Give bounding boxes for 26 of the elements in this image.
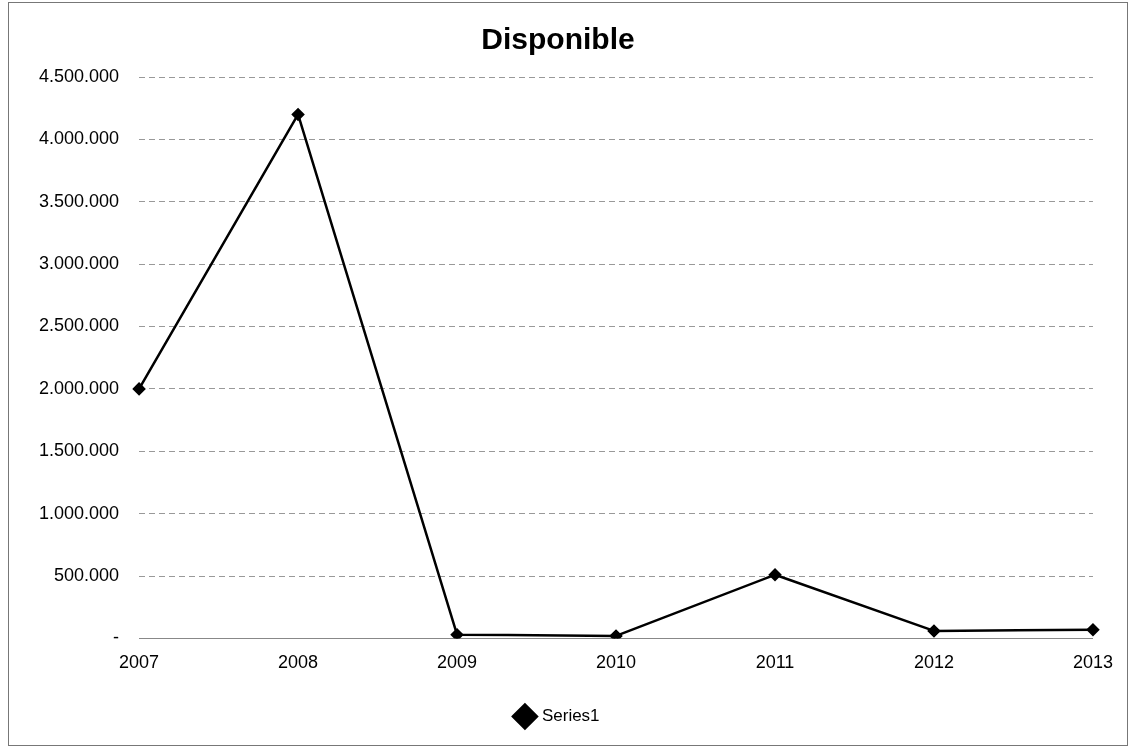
y-tick-label: 500.000 [54,564,120,585]
y-tick-label: 3.000.000 [39,253,120,274]
legend-label: Series1 [541,706,600,726]
point [291,108,305,121]
point [132,382,146,396]
y-tick-label: 2.500.000 [39,315,120,336]
x-tick-label: 2007 [119,652,160,673]
y-tick-label: 1.000.000 [39,502,120,523]
point [927,624,941,638]
y-tick-label: 4.500.000 [39,65,120,86]
x-tick-label: 2009 [437,652,478,673]
x-tick-label: 2013 [1072,652,1113,673]
x-tick-label: 2010 [596,652,637,673]
x-tick-label: 2011 [755,652,795,673]
x-tick-label: 2008 [278,652,319,673]
y-tick-label: - [113,627,120,648]
y-tick-label: 3.500.000 [39,190,120,211]
chart-title: Disponible [481,22,635,56]
point [768,568,782,582]
y-tick-label: 2.000.000 [39,377,120,398]
x-tick-label: 2012 [913,652,955,673]
point [450,628,464,639]
y-tick-label: 1.500.000 [39,440,120,461]
y-tick-label: 4.000.000 [39,128,120,149]
point [609,629,623,639]
point [1086,623,1100,636]
